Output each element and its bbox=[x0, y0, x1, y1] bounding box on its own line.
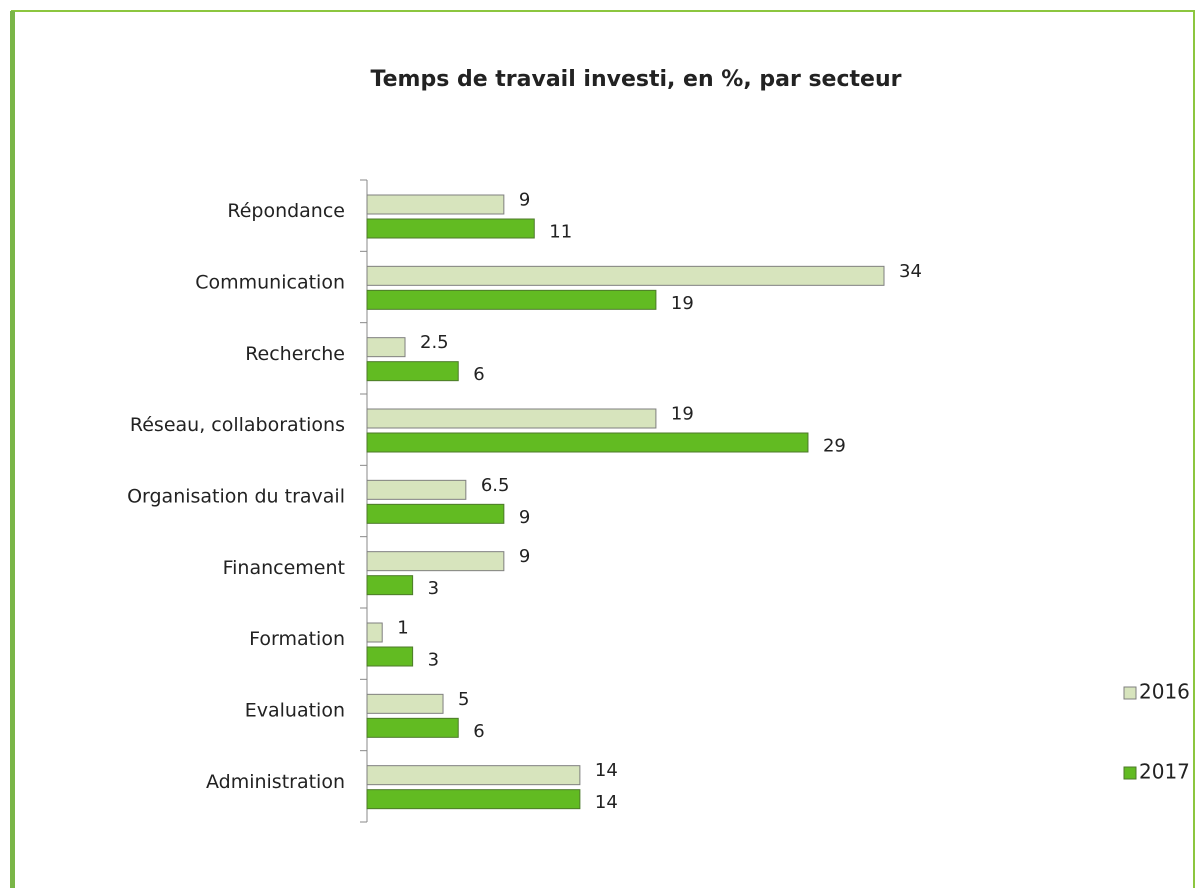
bar bbox=[366, 432, 809, 453]
category-label: Administration bbox=[206, 771, 345, 793]
legend-label: 2016 bbox=[1139, 680, 1190, 704]
category-label: Organisation du travail bbox=[127, 486, 345, 508]
bar bbox=[366, 503, 505, 524]
bar bbox=[366, 408, 657, 429]
bar bbox=[366, 265, 885, 286]
category-label: Financement bbox=[223, 557, 345, 579]
category-label: Communication bbox=[195, 272, 345, 294]
bar bbox=[366, 479, 467, 500]
data-label: 9 bbox=[519, 190, 530, 211]
data-label: 5 bbox=[458, 689, 469, 710]
bar bbox=[366, 194, 505, 215]
data-label: 19 bbox=[671, 404, 694, 425]
chart-title: Temps de travail investi, en %, par sect… bbox=[371, 67, 902, 92]
category-label: Répondance bbox=[227, 200, 345, 222]
data-label: 29 bbox=[823, 436, 846, 457]
category-label: Recherche bbox=[245, 343, 345, 365]
data-label: 34 bbox=[899, 261, 922, 282]
data-label: 3 bbox=[428, 650, 439, 671]
data-label: 19 bbox=[671, 293, 694, 314]
data-label: 11 bbox=[549, 222, 572, 243]
bar bbox=[366, 717, 459, 738]
bar bbox=[366, 337, 406, 358]
data-label: 9 bbox=[519, 507, 530, 528]
frame-edge bbox=[10, 11, 15, 891]
legend-swatch bbox=[1123, 766, 1137, 780]
category-label: Réseau, collaborations bbox=[130, 414, 345, 436]
bar bbox=[366, 646, 414, 667]
bar bbox=[366, 789, 581, 810]
bar bbox=[366, 622, 383, 643]
bar bbox=[366, 361, 459, 382]
bar bbox=[366, 693, 444, 714]
bar bbox=[366, 218, 535, 239]
data-label: 9 bbox=[519, 546, 530, 567]
category-label: Formation bbox=[249, 628, 345, 650]
bar bbox=[366, 551, 505, 572]
data-label: 6.5 bbox=[481, 475, 510, 496]
data-label: 2.5 bbox=[420, 332, 449, 353]
bar bbox=[366, 289, 657, 310]
data-label: 6 bbox=[473, 721, 484, 742]
data-label: 3 bbox=[428, 578, 439, 599]
data-label: 6 bbox=[473, 364, 484, 385]
legend-label: 2017 bbox=[1139, 760, 1190, 784]
bar bbox=[366, 765, 581, 786]
bar bbox=[366, 575, 414, 596]
data-label: 1 bbox=[397, 618, 408, 639]
legend-swatch bbox=[1123, 686, 1137, 700]
data-label: 14 bbox=[595, 760, 618, 781]
data-label: 14 bbox=[595, 792, 618, 813]
category-label: Evaluation bbox=[245, 700, 345, 722]
